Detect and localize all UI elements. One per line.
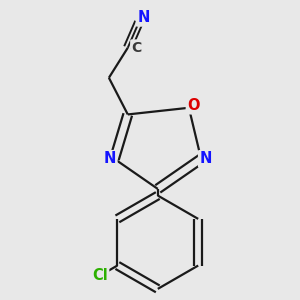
Text: C: C [131, 41, 142, 55]
Text: Cl: Cl [92, 268, 108, 283]
Text: N: N [200, 152, 212, 166]
Text: N: N [137, 10, 149, 25]
Text: N: N [104, 152, 116, 166]
Text: O: O [187, 98, 200, 113]
